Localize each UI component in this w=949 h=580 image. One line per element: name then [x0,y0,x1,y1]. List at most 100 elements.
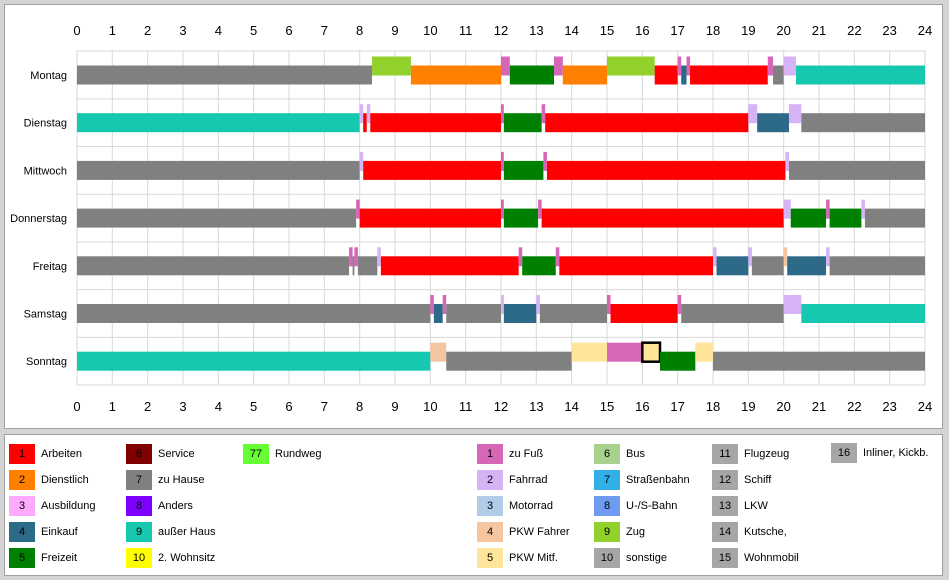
segment-bar [555,247,560,267]
segment-bar [713,247,717,267]
legend-swatch: 3 [9,496,35,516]
legend-item: 6 Service [126,444,195,464]
legend-label: Fahrrad [509,474,548,486]
x-tick-label-top: 19 [741,23,755,38]
legend-item: 10 sonstige [594,548,667,568]
segment-bar [501,56,510,76]
segment-bar [826,247,830,267]
day-label: Dienstag [24,118,67,130]
legend-swatch: 9 [126,522,152,542]
legend-label: Motorrad [509,500,554,512]
segment-bar [377,247,381,267]
segment-bar [77,256,350,276]
segment-bar [787,256,827,276]
segment-bar [522,256,556,276]
legend-label: PKW Fahrer [509,526,570,538]
legend-swatch: 15 [712,548,738,568]
x-tick-label-bottom: 18 [706,399,720,414]
legend-swatch: 9 [594,522,620,542]
legend-item: 15 Wohnmobil [712,548,799,568]
legend-label: Dienstlich [41,474,89,486]
segment-bar [748,104,758,124]
segment-bar [541,208,784,228]
legend-swatch: 2 [477,470,503,490]
legend-item: 1 zu Fuß [477,444,543,464]
legend-swatch: 5 [9,548,35,568]
segment-bar [677,56,682,76]
legend-label: Ausbildung [41,500,96,512]
legend-item: 7 zu Hause [126,470,204,490]
segment-bar [366,104,371,124]
segment-bar [785,151,789,171]
legend-swatch: 8 [126,496,152,516]
legend-label: Schiff [744,474,772,486]
segment-bar [538,199,542,219]
segment-bar [433,304,443,323]
segment-bar [430,342,447,362]
segment-bar [767,56,774,76]
legend-swatch: 4 [9,522,35,542]
x-tick-label-bottom: 24 [918,399,932,414]
legend-item: 77 Rundweg [243,444,321,464]
x-tick-label-bottom: 23 [882,399,896,414]
segment-bar [509,65,554,85]
legend-item: 8 Anders [126,496,193,516]
segment-bar [829,208,862,228]
x-tick-label-bottom: 5 [250,399,257,414]
segment-bar [518,247,523,267]
x-tick-label-top: 10 [423,23,437,38]
x-tick-label-top: 14 [564,23,578,38]
segment-bar [363,113,367,133]
segment-bar [788,160,925,180]
legend-item: 12 Schiff [712,470,771,490]
day-label: Mittwoch [24,165,67,177]
segment-bar [410,65,501,85]
legend-swatch: 12 [712,470,738,490]
legend-item: 14 Kutsche, [712,522,787,542]
x-tick-label-bottom: 1 [109,399,116,414]
legend-label: Wohnmobil [744,552,799,564]
x-tick-label-bottom: 15 [600,399,614,414]
legend-label: Flugzeug [744,448,790,460]
segment-bar [503,160,544,180]
segment-bar [539,304,607,323]
day-label: Samstag [24,309,67,321]
legend-swatch: 4 [477,522,503,542]
legend-swatch: 1 [9,444,35,464]
segment-bar [354,247,358,267]
x-tick-label-bottom: 3 [179,399,186,414]
segment-bar [352,256,355,276]
x-tick-label-bottom: 6 [285,399,292,414]
segment-bar [654,65,678,85]
legend-swatch: 14 [712,522,738,542]
x-tick-label-bottom: 7 [321,399,328,414]
x-tick-label-bottom: 8 [356,399,363,414]
legend-item: 2 Dienstlich [9,470,89,490]
segment-bar [356,199,360,219]
legend-item: 8 U-/S-Bahn [594,496,677,516]
legend-item: 13 LKW [712,496,768,516]
x-tick-label-top: 6 [285,23,292,38]
x-tick-label-bottom: 12 [494,399,508,414]
segment-bar [541,104,546,124]
legend-swatch: 10 [594,548,620,568]
x-tick-label-top: 15 [600,23,614,38]
segment-bar [503,208,539,228]
timeline-chart-panel: 0 0 1 1 2 2 3 3 4 4 5 5 6 6 7 7 8 8 9 9 10 10 11 11 12 12 13 13 14 14… [4,4,943,429]
legend-item: 10 2. Wohnsitz [126,548,215,568]
segment-bar [546,160,786,180]
x-tick-label-bottom: 14 [564,399,578,414]
segment-bar [380,256,519,276]
segment-bar [442,295,447,314]
segment-bar [801,304,925,323]
x-tick-label-top: 21 [812,23,826,38]
x-tick-label-top: 2 [144,23,151,38]
x-tick-label-bottom: 16 [635,399,649,414]
legend-label: LKW [744,500,768,512]
legend-item: 1 Arbeiten [9,444,82,464]
legend-panel: 1 Arbeiten 2 Dienstlich 3 Ausbildung 4 Einkauf 5… [4,434,943,576]
x-tick-label-top: 16 [635,23,649,38]
legend-swatch: 8 [594,496,620,516]
x-tick-label-top: 9 [391,23,398,38]
segment-bar [690,65,768,85]
